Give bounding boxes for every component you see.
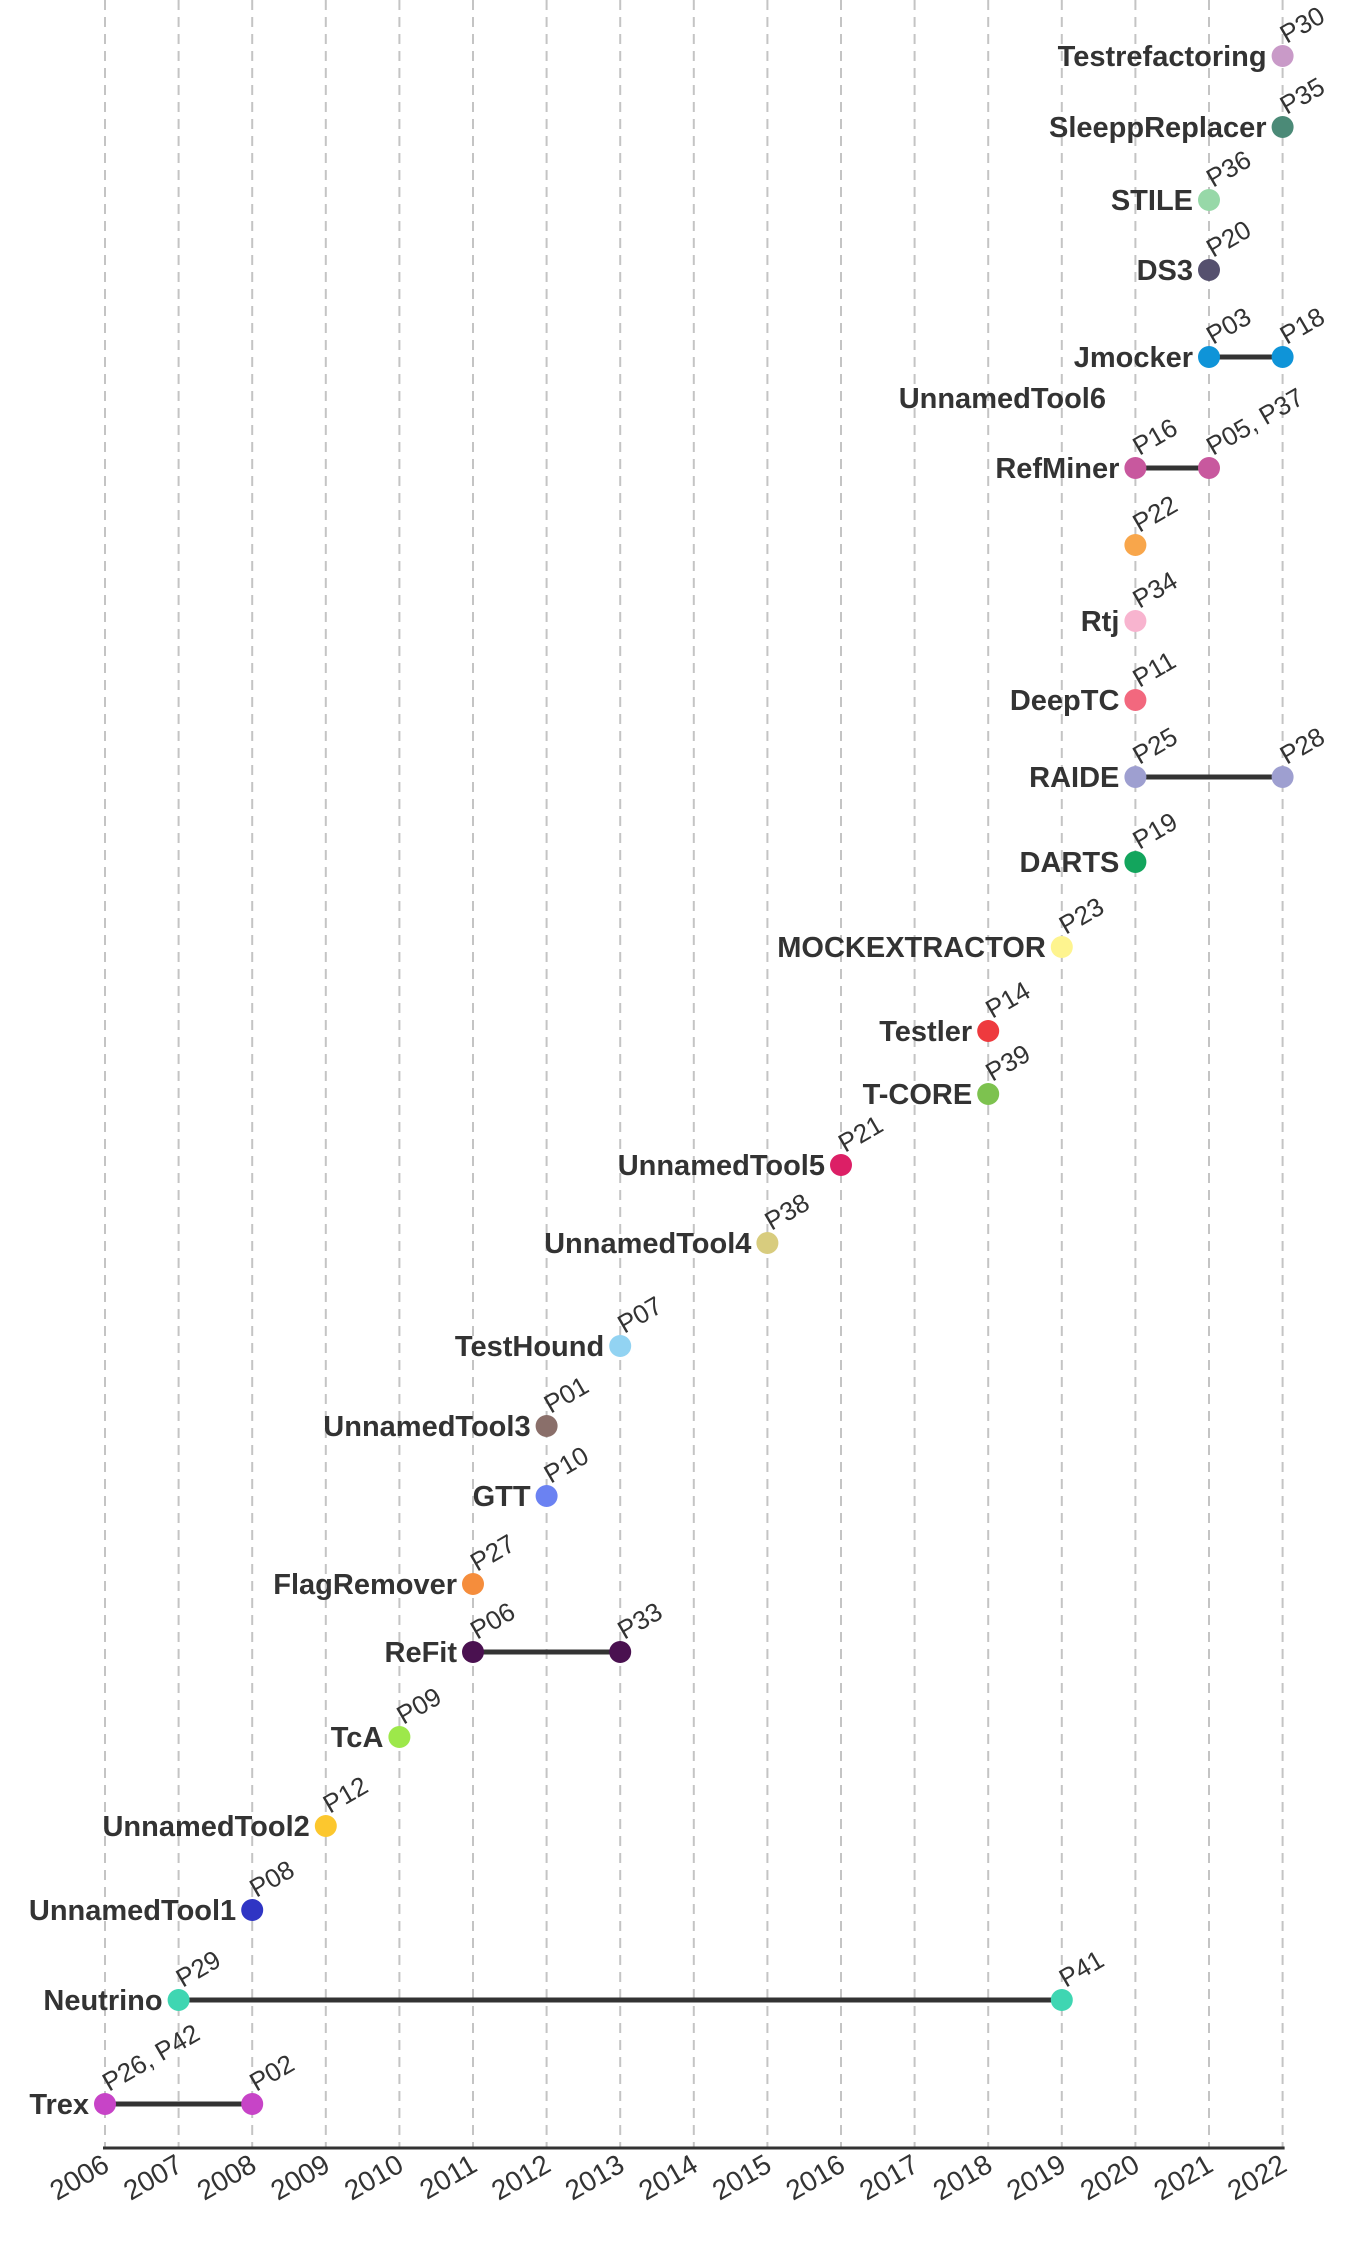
paper-label-mockextractor-0: P23: [1054, 891, 1109, 940]
point-stile-0: [1198, 189, 1220, 211]
tool-name-mockextractor: MOCKEXTRACTOR: [777, 932, 1046, 964]
x-tick-label-2022: 2022: [1222, 2148, 1291, 2206]
point-unnamedtool2-0: [314, 1815, 337, 1837]
tool-name-gtt: GTT: [473, 1481, 531, 1513]
point-rtj-0: [1124, 610, 1147, 632]
tool-name-raide: RAIDE: [1029, 762, 1119, 794]
x-tick-label-2019: 2019: [1001, 2148, 1070, 2206]
tool-name-testrefactoring: Testrefactoring: [1058, 41, 1267, 73]
tool-name-tca: TcA: [331, 1722, 384, 1754]
paper-label-unnamedtool5-0: P21: [833, 1109, 888, 1158]
x-tick-label-2017: 2017: [854, 2148, 923, 2206]
x-tick-labels: 2006 2007 2008 2009 2010 2011 2012 2013 2014 2015…: [45, 2148, 1292, 2206]
vertical-grid: [104, 0, 1284, 2148]
paper-label-refminer-1: P05, P37: [1201, 382, 1309, 461]
tool-name-testhound: TestHound: [455, 1331, 604, 1363]
point-mockextractor-0: [1050, 936, 1073, 958]
point-unnamedtool6-0: [1124, 534, 1147, 556]
paper-label-rtj-0: P34: [1127, 565, 1182, 614]
x-tick-label-2012: 2012: [486, 2148, 555, 2206]
point-flagremover-0: [462, 1573, 484, 1595]
point-unnamedtool4-0: [756, 1232, 779, 1254]
paper-label-raide-0: P25: [1127, 721, 1182, 770]
tool-name-testler: Testler: [879, 1016, 972, 1048]
paper-label-trex-0: P26, P42: [97, 2018, 205, 2097]
point-t-core-0: [977, 1083, 1000, 1105]
tool-name-ds3: DS3: [1137, 255, 1193, 287]
x-tick-label-2007: 2007: [118, 2148, 187, 2206]
tool-name-t-core: T-CORE: [863, 1079, 973, 1111]
tool-name-unnamedtool2: UnnamedTool2: [102, 1811, 309, 1843]
tool-name-unnamedtool3: UnnamedTool3: [323, 1411, 530, 1443]
paper-label-neutrino-0: P29: [171, 1944, 226, 1993]
x-tick-label-2013: 2013: [560, 2148, 629, 2206]
tool-name-refit: ReFit: [385, 1637, 458, 1669]
x-tick-label-2008: 2008: [192, 2148, 261, 2206]
tool-name-flagremover: FlagRemover: [273, 1569, 457, 1601]
point-jmocker-1: [1271, 346, 1294, 368]
point-testhound-0: [609, 1335, 632, 1357]
point-darts-0: [1124, 851, 1147, 873]
x-tick-label-2009: 2009: [265, 2148, 334, 2206]
point-trex-0: [94, 2093, 116, 2115]
paper-label-trex-1: P02: [244, 2048, 299, 2097]
point-sleeppreplacer-0: [1271, 116, 1294, 138]
point-refit-1: [609, 1641, 632, 1663]
tool-name-unnamedtool6: UnnamedTool6: [899, 383, 1106, 415]
paper-label-darts-0: P19: [1127, 806, 1182, 855]
x-tick-label-2018: 2018: [928, 2148, 997, 2206]
x-tick-label-2014: 2014: [633, 2148, 702, 2206]
tool-name-rtj: Rtj: [1081, 606, 1120, 638]
paper-label-sleeppreplacer-0: P35: [1275, 71, 1330, 120]
point-neutrino-1: [1050, 1989, 1073, 2011]
x-tick-label-2020: 2020: [1075, 2148, 1144, 2206]
point-tca-0: [388, 1726, 411, 1748]
point-jmocker-0: [1198, 346, 1220, 368]
paper-label-refminer-0: P16: [1127, 412, 1182, 461]
x-tick-label-2006: 2006: [45, 2148, 114, 2206]
point-ds3-0: [1198, 259, 1220, 281]
point-unnamedtool3-0: [535, 1415, 558, 1437]
tool-name-trex: Trex: [29, 2089, 89, 2121]
tool-name-unnamedtool1: UnnamedTool1: [29, 1895, 236, 1927]
tool-name-jmocker: Jmocker: [1074, 342, 1193, 374]
x-tick-label-2015: 2015: [707, 2148, 776, 2206]
tool-name-neutrino: Neutrino: [43, 1985, 162, 2017]
paper-label-testler-0: P14: [980, 975, 1035, 1024]
point-raide-1: [1271, 766, 1294, 788]
paper-label-neutrino-1: P41: [1054, 1944, 1109, 1993]
tool-name-refminer: RefMiner: [995, 453, 1119, 485]
tool-name-unnamedtool5: UnnamedTool5: [618, 1150, 825, 1182]
tool-name-stile: STILE: [1111, 185, 1193, 217]
point-refminer-1: [1198, 457, 1220, 479]
point-trex-1: [241, 2093, 264, 2115]
span-lines: [105, 354, 1283, 2107]
x-tick-label-2011: 2011: [414, 2148, 482, 2205]
point-testrefactoring-0: [1271, 45, 1294, 67]
point-unnamedtool5-0: [830, 1154, 852, 1176]
point-refminer-0: [1124, 457, 1147, 479]
x-tick-label-2021: 2021: [1149, 2148, 1218, 2206]
paper-label-stile-0: P36: [1201, 144, 1256, 193]
x-tick-label-2016: 2016: [781, 2148, 850, 2206]
point-raide-0: [1124, 766, 1147, 788]
point-gtt-0: [535, 1485, 558, 1507]
point-unnamedtool1-0: [241, 1899, 264, 1921]
tool-name-darts: DARTS: [1020, 847, 1120, 879]
tool-labels: Trex Neutrino UnnamedTool1 UnnamedTool2 TcA R…: [29, 41, 1267, 2121]
tool-name-unnamedtool4: UnnamedTool4: [544, 1228, 751, 1260]
point-neutrino-0: [167, 1989, 190, 2011]
point-deeptc-0: [1124, 689, 1147, 711]
paper-label-raide-1: P28: [1275, 721, 1330, 770]
point-testler-0: [977, 1020, 1000, 1042]
x-tick-label-2010: 2010: [339, 2148, 408, 2206]
tool-name-sleeppreplacer: SleeppReplacer: [1049, 112, 1267, 144]
tool-name-deeptc: DeepTC: [1010, 685, 1120, 717]
point-refit-0: [462, 1641, 484, 1663]
